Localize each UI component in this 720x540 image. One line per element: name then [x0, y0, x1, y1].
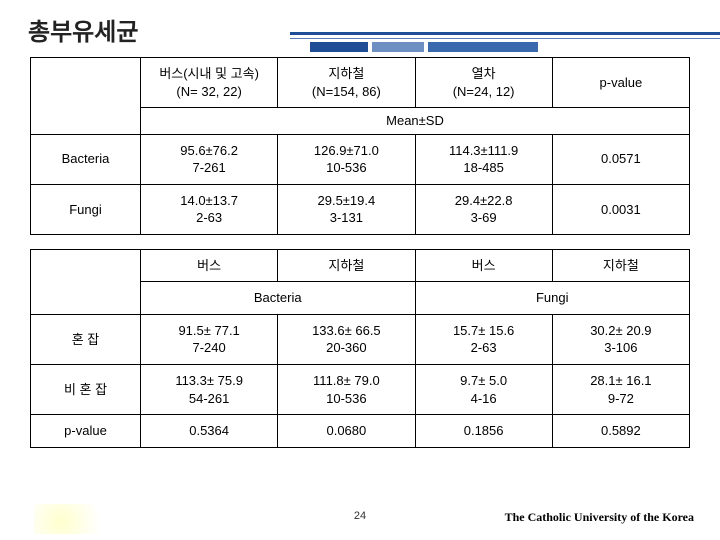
t1-cell: 29.5±19.4 3-131 [278, 184, 415, 234]
t1-corner [31, 58, 141, 135]
t2-cell: 15.7± 15.6 2-63 [415, 314, 552, 364]
header-decor [290, 32, 720, 54]
t1-cell: 14.0±13.7 2-63 [141, 184, 278, 234]
t2-sub-fungi: Fungi [415, 282, 690, 315]
t1-meansd: Mean±SD [141, 108, 690, 135]
t2-cell: 0.5364 [141, 415, 278, 448]
t1-row-label: Bacteria [31, 134, 141, 184]
university-label: The Catholic University of the Korea [505, 510, 694, 525]
t2-cell: 111.8± 79.0 10-536 [278, 365, 415, 415]
t2-h: 버스 [415, 249, 552, 282]
t1-h-train: 열차 (N=24, 12) [415, 58, 552, 108]
summary-table-2: 버스 지하철 버스 지하철 Bacteria Fungi 혼 잡 91.5± 7… [30, 249, 690, 448]
t2-sub-bact: Bacteria [141, 282, 416, 315]
t2-corner [31, 249, 141, 314]
t2-cell: 91.5± 77.1 7-240 [141, 314, 278, 364]
t2-cell: 133.6± 66.5 20-360 [278, 314, 415, 364]
t1-cell: 0.0031 [552, 184, 689, 234]
t2-cell: 113.3± 75.9 54-261 [141, 365, 278, 415]
t1-cell: 126.9±71.0 10-536 [278, 134, 415, 184]
footer: 24 The Catholic University of the Korea [0, 510, 720, 530]
t2-row-label: 혼 잡 [31, 314, 141, 364]
summary-table-1: 버스(시내 및 고속) (N= 32, 22) 지하철 (N=154, 86) … [30, 57, 690, 235]
t2-row-label: p-value [31, 415, 141, 448]
t1-h-pvalue: p-value [552, 58, 689, 108]
t1-cell: 29.4±22.8 3-69 [415, 184, 552, 234]
page-number: 24 [354, 510, 366, 522]
t2-cell: 28.1± 16.1 9-72 [552, 365, 689, 415]
t2-cell: 30.2± 20.9 3-106 [552, 314, 689, 364]
t2-cell: 0.5892 [552, 415, 689, 448]
t2-cell: 0.0680 [278, 415, 415, 448]
t2-h: 지하철 [278, 249, 415, 282]
t1-h-bus: 버스(시내 및 고속) (N= 32, 22) [141, 58, 278, 108]
t2-row-label: 비 혼 잡 [31, 365, 141, 415]
t1-cell: 95.6±76.2 7-261 [141, 134, 278, 184]
t2-h: 지하철 [552, 249, 689, 282]
t1-cell: 114.3±111.9 18-485 [415, 134, 552, 184]
t2-h: 버스 [141, 249, 278, 282]
t2-cell: 9.7± 5.0 4-16 [415, 365, 552, 415]
flare-decor [34, 504, 124, 534]
t2-cell: 0.1856 [415, 415, 552, 448]
t1-h-subway: 지하철 (N=154, 86) [278, 58, 415, 108]
t1-cell: 0.0571 [552, 134, 689, 184]
t1-row-label: Fungi [31, 184, 141, 234]
